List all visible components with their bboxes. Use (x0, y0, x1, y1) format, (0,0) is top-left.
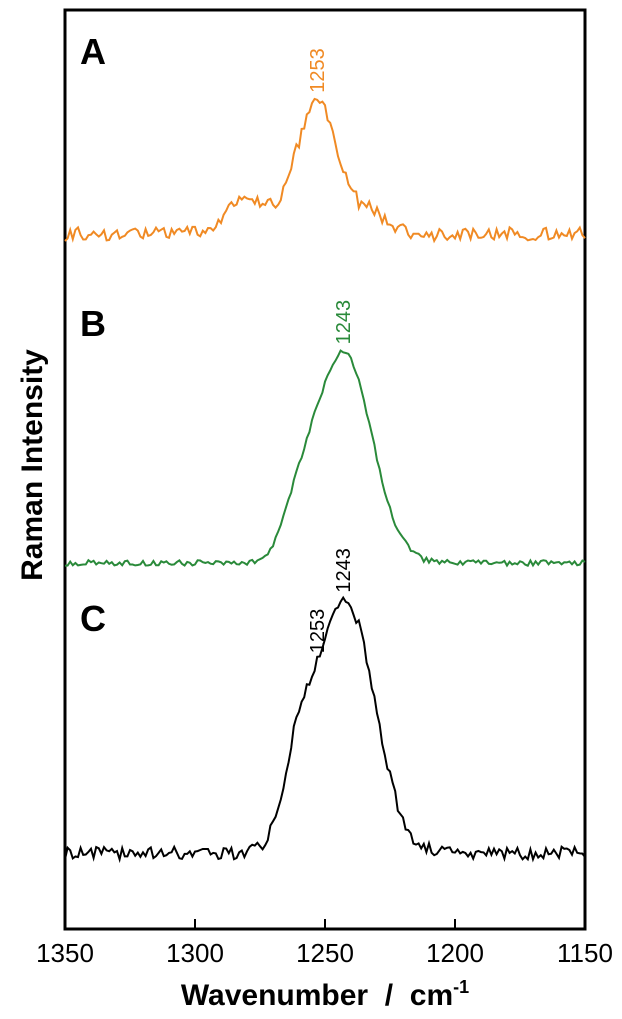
panel-label-A: A (80, 31, 106, 72)
spectrum-line-C (64, 595, 586, 864)
x-tick-label-1300: 1300 (166, 938, 224, 968)
peak-label-B-1243: 1243 (333, 300, 355, 345)
panel-label-B: B (80, 303, 106, 344)
x-tick-label-1250: 1250 (296, 938, 354, 968)
x-tick-label-1150: 1150 (557, 938, 613, 968)
x-axis-title-superscript: -1 (453, 977, 469, 997)
panel-B: B 1243 (64, 300, 586, 568)
peak-label-A-1253: 1253 (307, 48, 329, 93)
peak-label-C-1243: 1243 (333, 548, 355, 593)
panel-label-C: C (80, 598, 106, 639)
panel-A: A 1253 (64, 31, 586, 244)
peak-label-C-1253: 1253 (307, 609, 329, 654)
x-tick-label-1350: 1350 (36, 938, 94, 968)
x-axis-title-main: Wavenumber / cm (181, 979, 453, 1012)
x-axis-title: Wavenumber / cm-1 (181, 977, 469, 1012)
spectrum-line-B (64, 349, 586, 568)
spectrum-line-A (64, 97, 586, 244)
y-axis-title: Raman Intensity (16, 349, 49, 581)
x-axis-ticks: 1350 1300 1250 1200 1150 (36, 919, 613, 968)
x-tick-label-1200: 1200 (426, 938, 484, 968)
plot-frame (63, 8, 587, 931)
